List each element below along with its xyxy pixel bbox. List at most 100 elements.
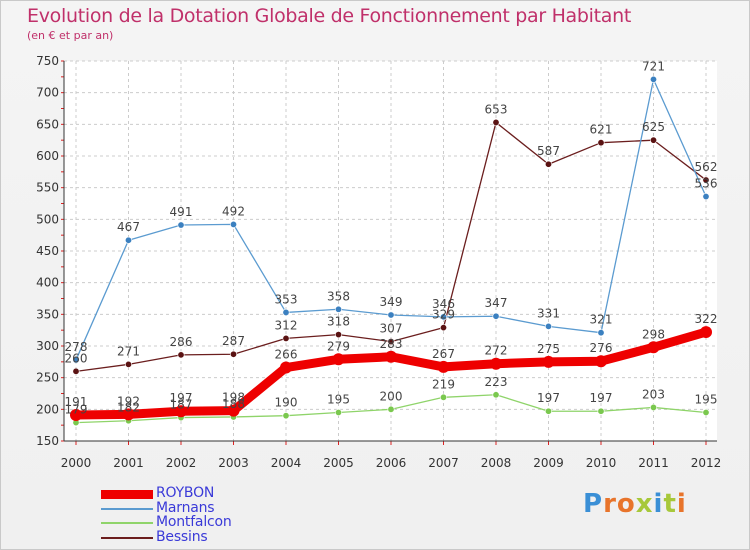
data-label-marnans: 321 <box>590 313 613 327</box>
y-tick-label: 450 <box>36 244 59 258</box>
data-label-roybon: 275 <box>537 342 560 356</box>
data-label-montfalcon: 188 <box>222 397 245 411</box>
data-label-roybon: 191 <box>65 395 88 409</box>
data-point-bessins <box>125 360 133 368</box>
logo-letter: i <box>653 489 664 519</box>
data-label-bessins: 318 <box>327 315 350 329</box>
x-tick-label: 2012 <box>691 456 722 470</box>
data-label-bessins: 260 <box>65 351 88 365</box>
logo-letter: i <box>676 489 687 519</box>
data-point-bessins <box>334 331 342 339</box>
data-label-montfalcon: 223 <box>485 375 508 389</box>
data-label-bessins: 271 <box>117 344 140 358</box>
data-point-montfalcon <box>282 412 290 420</box>
logo-letter: x <box>635 489 654 519</box>
y-tick-label: 700 <box>36 86 59 100</box>
data-label-roybon: 298 <box>642 327 665 341</box>
data-point-montfalcon <box>702 408 710 416</box>
data-label-bessins: 329 <box>432 308 455 322</box>
legend-swatch-bessins <box>101 536 153 539</box>
data-label-roybon: 197 <box>170 391 193 405</box>
data-label-roybon: 267 <box>432 347 455 361</box>
data-point-montfalcon <box>597 407 605 415</box>
data-point-montfalcon <box>439 393 447 401</box>
x-tick-label: 2002 <box>166 456 197 470</box>
data-point-marnans <box>387 311 395 319</box>
data-label-montfalcon: 195 <box>695 393 718 407</box>
data-point-montfalcon <box>544 407 552 415</box>
y-tick-label: 500 <box>36 212 59 226</box>
data-point-roybon <box>332 353 345 366</box>
data-label-marnans: 536 <box>695 177 718 191</box>
data-point-bessins <box>649 136 657 144</box>
x-tick-label: 2004 <box>271 456 302 470</box>
data-point-marnans <box>125 236 133 244</box>
data-label-montfalcon: 219 <box>432 377 455 391</box>
data-point-marnans <box>492 312 500 320</box>
data-point-marnans <box>334 305 342 313</box>
data-point-roybon <box>542 355 555 368</box>
data-label-marnans: 491 <box>170 205 193 219</box>
data-label-marnans: 721 <box>642 59 665 73</box>
data-label-marnans: 492 <box>222 204 245 218</box>
data-point-marnans <box>702 193 710 201</box>
data-point-roybon <box>70 409 82 422</box>
data-label-montfalcon: 197 <box>537 391 560 405</box>
data-point-roybon <box>280 361 292 374</box>
data-point-bessins <box>387 338 395 346</box>
data-point-montfalcon <box>492 391 500 399</box>
data-label-marnans: 349 <box>380 295 403 309</box>
legend-swatch-roybon <box>101 490 153 499</box>
data-label-roybon: 322 <box>695 312 718 326</box>
logo-letter: P <box>583 489 604 519</box>
data-point-roybon <box>122 408 135 421</box>
data-label-bessins: 653 <box>485 102 508 116</box>
data-point-bessins <box>177 351 185 359</box>
legend-swatch-marnans <box>101 507 153 510</box>
data-label-roybon: 272 <box>485 344 508 358</box>
data-point-bessins <box>492 118 500 126</box>
data-point-marnans <box>72 356 80 364</box>
y-tick-label: 200 <box>36 402 59 416</box>
data-label-marnans: 278 <box>65 340 88 354</box>
data-point-marnans <box>282 308 290 316</box>
data-point-marnans <box>649 75 657 83</box>
data-label-bessins: 307 <box>380 322 403 336</box>
data-point-bessins <box>282 334 290 342</box>
data-label-bessins: 587 <box>537 144 560 158</box>
logo-letter: t <box>663 489 677 519</box>
data-label-marnans: 467 <box>117 220 140 234</box>
legend-label-montfalcon: Montfalcon <box>156 514 232 530</box>
legend-label-roybon: ROYBON <box>156 485 215 501</box>
data-point-roybon <box>437 360 450 373</box>
data-label-montfalcon: 200 <box>380 389 403 403</box>
chart-title: Evolution de la Dotation Globale de Fonc… <box>27 5 632 27</box>
data-label-bessins: 286 <box>170 335 193 349</box>
data-label-marnans: 347 <box>485 296 508 310</box>
x-tick-label: 2001 <box>113 456 144 470</box>
data-point-bessins <box>72 367 80 375</box>
data-label-roybon: 266 <box>275 348 298 362</box>
data-point-marnans <box>544 322 552 330</box>
data-label-roybon: 192 <box>117 394 140 408</box>
data-point-marnans <box>597 329 605 337</box>
data-label-montfalcon: 179 <box>65 403 88 417</box>
data-label-montfalcon: 190 <box>275 396 298 410</box>
data-label-bessins: 625 <box>642 120 665 134</box>
x-tick-label: 2010 <box>586 456 617 470</box>
data-point-marnans <box>177 221 185 229</box>
data-point-roybon <box>700 326 712 339</box>
data-label-montfalcon: 203 <box>642 387 665 401</box>
data-label-roybon: 198 <box>222 391 245 405</box>
data-label-montfalcon: 197 <box>590 391 613 405</box>
x-tick-label: 2007 <box>428 456 459 470</box>
proxiti-logo: Proxiti <box>583 489 687 519</box>
logo-letter: r <box>603 489 617 519</box>
data-point-bessins <box>544 160 552 168</box>
data-label-marnans: 353 <box>275 292 298 306</box>
data-label-roybon: 279 <box>327 339 350 353</box>
data-label-bessins: 312 <box>275 318 298 332</box>
data-label-bessins: 621 <box>590 123 613 137</box>
data-point-bessins <box>230 350 238 358</box>
